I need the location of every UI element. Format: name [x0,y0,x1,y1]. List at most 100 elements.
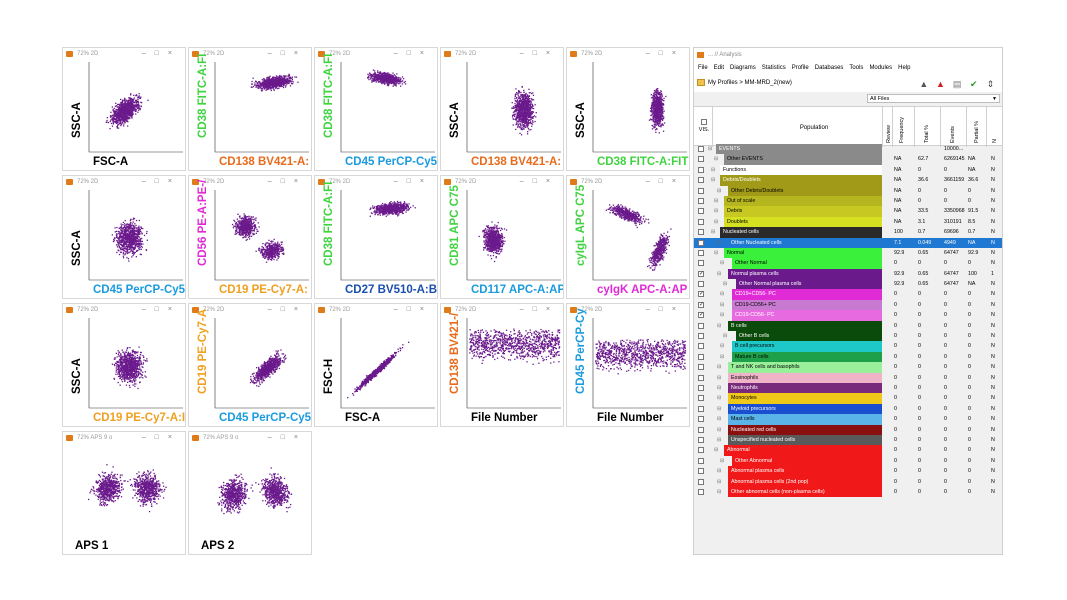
population-name[interactable]: Other Nucleated cells [728,237,882,248]
visibility-checkbox[interactable] [698,281,704,288]
visibility-checkbox[interactable] [698,187,704,194]
window-controls-icon[interactable]: –□× [267,306,307,313]
x-axis-label[interactable]: File Number [597,412,664,424]
dot-plot[interactable]: 72% 2D –□× CD138 BV421-A: CD38 FITC-A:FI [188,47,312,171]
window-controls-icon[interactable]: –□× [141,178,181,185]
x-axis-label[interactable]: FSC-A [345,412,381,424]
table-row[interactable]: ⊟ Mature B cells 0 0 0 0 N [694,351,1002,363]
table-row[interactable]: ⊟ Neutrophils 0 0 0 0 N [694,382,1002,394]
population-header[interactable]: Population [799,125,829,131]
visibility-checkbox[interactable] [698,405,704,412]
table-row[interactable]: ⊟ Debris NA 33.5 3350968 91.5 N [694,206,1002,217]
expand-icon[interactable]: ⊟ [723,281,728,288]
x-axis-label[interactable]: cyIgK APC-A:AP [597,284,688,296]
x-axis-label[interactable]: CD19 PE-Cy7-A:I [93,412,186,424]
population-name[interactable]: Other abnormal cells (non-plasma cells) [728,486,882,498]
window-controls-icon[interactable]: –□× [141,434,181,441]
expand-icon[interactable]: ⊟ [714,156,719,163]
scatter-area[interactable] [315,304,438,427]
visibility-checkbox[interactable] [698,436,704,443]
table-row[interactable]: ⊟ Abnormal plasma cells (2nd pop) 0 0 0 0 N [694,476,1002,487]
visibility-checkbox[interactable] [698,353,704,360]
expand-icon[interactable]: ⊟ [714,197,719,204]
expand-icon[interactable]: ⊟ [723,333,728,340]
window-controls-icon[interactable]: –□× [267,434,307,441]
table-row[interactable]: ⊟ Other Abnormal 0 0 0 0 N [694,455,1002,467]
visibility-checkbox[interactable] [698,364,704,371]
scatter-area[interactable] [441,48,564,171]
menu-item-tools[interactable]: Tools [849,65,864,71]
table-row[interactable]: ⊟ T and NK cells and basophils 0 0 0 0 N [694,362,1002,373]
x-axis-label[interactable]: CD138 BV421-A: [471,156,562,168]
y-axis-label[interactable]: cyIgL APC C75 [575,184,587,266]
expand-icon[interactable]: ⊟ [717,239,722,246]
population-name[interactable]: Mast cells [728,414,882,425]
visibility-checkbox[interactable] [698,218,704,225]
population-name[interactable]: Mature B cells [732,351,882,363]
x-axis-label[interactable]: CD138 BV421-A: [219,156,310,168]
population-name[interactable]: Other Normal [732,258,882,269]
table-row[interactable]: ⊟ CD19-CD56+ PC 0 0 0 0 N [694,299,1002,311]
expand-icon[interactable]: ⊟ [717,426,722,433]
visibility-checkbox[interactable] [698,229,704,236]
expand-icon[interactable]: ⊟ [717,395,722,402]
dot-plot[interactable]: 72% 2D –□× CD19 PE-Cy7-A:I SSC-A [62,303,186,427]
table-row[interactable]: ⊟ Abnormal 0 0 0 0 N [694,445,1002,456]
visibility-checkbox[interactable] [698,146,704,152]
scatter-area[interactable] [189,304,312,427]
window-controls-icon[interactable]: –□× [393,50,433,57]
vis-header[interactable]: VIS. [698,119,710,133]
scatter-area[interactable] [63,48,186,171]
expand-icon[interactable]: ⊟ [717,436,722,443]
population-name[interactable]: Neutrophils [728,382,882,394]
expand-icon[interactable]: ⊟ [720,457,725,464]
menu-item-databases[interactable]: Databases [814,65,844,71]
table-row[interactable]: ⊟ B cells 0 0 0 0 N [694,320,1002,332]
population-name[interactable]: B cells [728,320,882,332]
table-row[interactable]: ⊟ CD19+CD56- PC 0 0 0 0 N [694,289,1002,300]
scatter-area[interactable] [567,48,690,171]
population-name[interactable]: Out of scale [724,195,882,207]
expand-icon[interactable]: ⊟ [714,218,719,225]
table-row[interactable]: ⊟ Other Normal 0 0 0 0 N [694,258,1002,269]
x-axis-label[interactable]: CD45 PerCP-Cy5 [219,412,312,424]
population-name[interactable]: Other Debris/Doublets [728,185,882,196]
table-row[interactable]: ⊟ CD19-CD56- PC 0 0 0 0 N [694,310,1002,321]
partial-pct-header[interactable]: Partial % [974,120,980,143]
scatter-area[interactable] [567,304,690,427]
population-name[interactable]: Debris [724,206,882,217]
visibility-checkbox[interactable] [698,343,704,350]
y-axis-label[interactable]: CD19 PE-Cy7-A [197,309,209,394]
population-name[interactable]: CD19-CD56+ PC [732,299,882,311]
y-axis-label[interactable]: SSC-A [71,102,83,138]
population-name[interactable]: Abnormal plasma cells [728,466,882,477]
expand-icon[interactable]: ⊟ [720,291,725,298]
expand-icon[interactable]: ⊟ [720,353,725,360]
x-axis-label[interactable]: CD38 FITC-A:FIT [597,156,689,168]
table-row[interactable]: ⊟ Myeloid precursors 0 0 0 0 N [694,403,1002,415]
events-header[interactable]: Events [950,126,956,143]
window-controls-icon[interactable]: –□× [267,50,307,57]
window-controls-icon[interactable]: –□× [393,178,433,185]
visibility-checkbox[interactable] [698,197,704,204]
expand-icon[interactable]: ⊟ [720,343,725,350]
window-controls-icon[interactable]: –□× [141,306,181,313]
population-name[interactable]: CD19+CD56- PC [732,289,882,300]
table-row[interactable]: ⊟ Mast cells 0 0 0 0 N [694,414,1002,425]
window-controls-icon[interactable]: –□× [393,306,433,313]
expand-icon[interactable]: ⊟ [717,187,722,194]
table-row[interactable]: ⊟ Unspecified nucleated cells 0 0 0 0 N [694,434,1002,446]
visibility-checkbox[interactable] [698,468,704,475]
table-row[interactable]: ⊟ Normal plasma cells 92.9 0.65 64747 100 1 [694,268,1002,279]
population-name[interactable]: Functions [720,164,882,176]
population-name[interactable]: Other Normal plasma cells [736,279,882,290]
menu-item-file[interactable]: File [698,65,708,71]
visibility-checkbox[interactable] [698,156,704,163]
visibility-checkbox[interactable] [698,447,704,454]
table-row[interactable]: ⊟ Other Normal plasma cells 92.9 0.65 64747 N… [694,279,1002,290]
window-controls-icon[interactable]: –□× [645,306,685,313]
visibility-checkbox[interactable] [698,269,704,279]
dot-plot[interactable]: 72% 2D –□× CD19 PE-Cy7-A: CD56 PE-A:PE-/ [188,175,312,299]
expand-icon[interactable]: ⊟ [711,166,716,173]
population-name[interactable]: Abnormal [724,445,882,456]
